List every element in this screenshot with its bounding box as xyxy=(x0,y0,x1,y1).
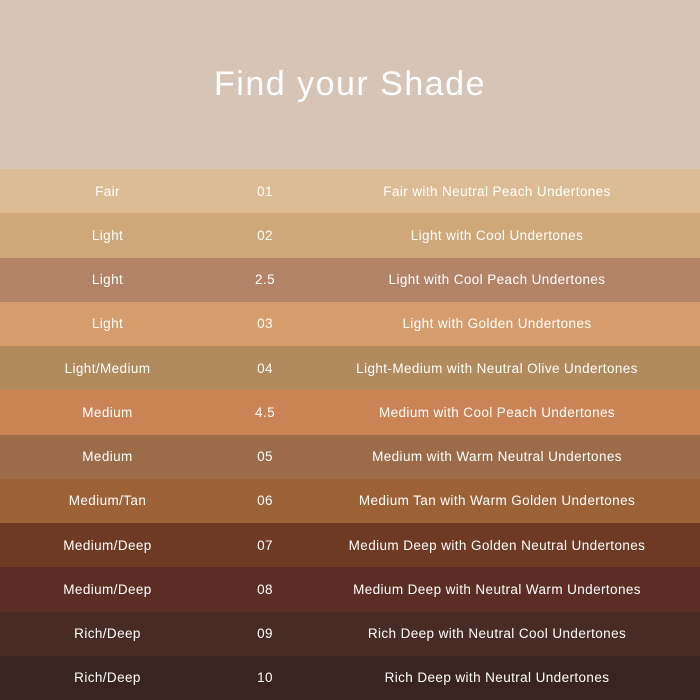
shade-number-label: 10 xyxy=(257,670,273,686)
shade-number-label: 03 xyxy=(257,316,273,332)
shade-description-label: Rich Deep with Neutral Undertones xyxy=(384,670,610,686)
shade-row: Medium 4.5 Medium with Cool Peach Undert… xyxy=(0,390,700,435)
shade-row: Medium 05 Medium with Warm Neutral Under… xyxy=(0,434,700,479)
shade-row: Light/Medium 04 Light-Medium with Neutra… xyxy=(0,346,700,391)
page-title: Find your Shade xyxy=(214,65,486,103)
shade-description-label: Rich Deep with Neutral Cool Undertones xyxy=(367,626,627,642)
shade-row: Medium/Tan 06 Medium Tan with Warm Golde… xyxy=(0,478,700,523)
shade-category-label: Light xyxy=(91,316,124,332)
shade-description-label: Light with Cool Peach Undertones xyxy=(388,272,606,288)
shade-description-label: Medium Deep with Golden Neutral Underton… xyxy=(348,537,646,553)
shade-description-label: Fair with Neutral Peach Undertones xyxy=(383,183,611,199)
shade-number-label: 02 xyxy=(257,227,273,243)
shade-category-label: Rich/Deep xyxy=(74,626,141,642)
shade-description-label: Light with Golden Undertones xyxy=(402,316,592,332)
shade-category-label: Medium xyxy=(82,404,133,420)
shade-row: Rich/Deep 09 Rich Deep with Neutral Cool… xyxy=(0,611,700,656)
shade-row: Medium/Deep 07 Medium Deep with Golden N… xyxy=(0,523,700,568)
shade-category-label: Light/Medium xyxy=(64,360,151,376)
shade-description-label: Light-Medium with Neutral Olive Underton… xyxy=(356,360,638,376)
shade-row: Fair 01 Fair with Neutral Peach Underton… xyxy=(0,169,700,214)
shade-category-label: Light xyxy=(91,227,124,243)
shade-description-label: Medium with Cool Peach Undertones xyxy=(378,404,616,420)
shade-number-label: 09 xyxy=(257,626,273,642)
shade-number-label: 08 xyxy=(257,581,273,597)
shade-row: Medium/Deep 08 Medium Deep with Neutral … xyxy=(0,567,700,612)
shade-category-label: Rich/Deep xyxy=(74,670,141,686)
shade-row: Rich/Deep 10 Rich Deep with Neutral Unde… xyxy=(0,655,700,700)
shade-description-label: Medium with Warm Neutral Undertones xyxy=(372,449,622,465)
shade-category-label: Medium xyxy=(82,449,133,465)
shade-description-label: Medium Deep with Neutral Warm Undertones xyxy=(353,581,641,597)
shade-row: Light 2.5 Light with Cool Peach Underton… xyxy=(0,257,700,302)
shade-category-label: Fair xyxy=(95,183,120,199)
shade-number-label: 04 xyxy=(257,360,273,376)
shade-number-label: 01 xyxy=(257,183,273,199)
card-header: Find your Shade xyxy=(0,0,700,169)
shade-category-label: Medium/Deep xyxy=(63,537,152,553)
shade-category-label: Light xyxy=(91,272,124,288)
shade-category-label: Medium/Tan xyxy=(68,493,147,509)
shade-number-label: 06 xyxy=(257,493,273,509)
shade-number-label: 05 xyxy=(257,449,273,465)
shade-number-label: 07 xyxy=(257,537,273,553)
shade-number-label: 4.5 xyxy=(255,404,275,420)
shade-category-label: Medium/Deep xyxy=(63,581,152,597)
shade-description-label: Medium Tan with Warm Golden Undertones xyxy=(358,493,636,509)
shade-row: Light 03 Light with Golden Undertones xyxy=(0,301,700,346)
shade-number-label: 2.5 xyxy=(255,272,275,288)
shade-row: Light 02 Light with Cool Undertones xyxy=(0,213,700,258)
shade-description-label: Light with Cool Undertones xyxy=(410,227,584,243)
shade-table: Fair 01 Fair with Neutral Peach Underton… xyxy=(0,169,700,700)
